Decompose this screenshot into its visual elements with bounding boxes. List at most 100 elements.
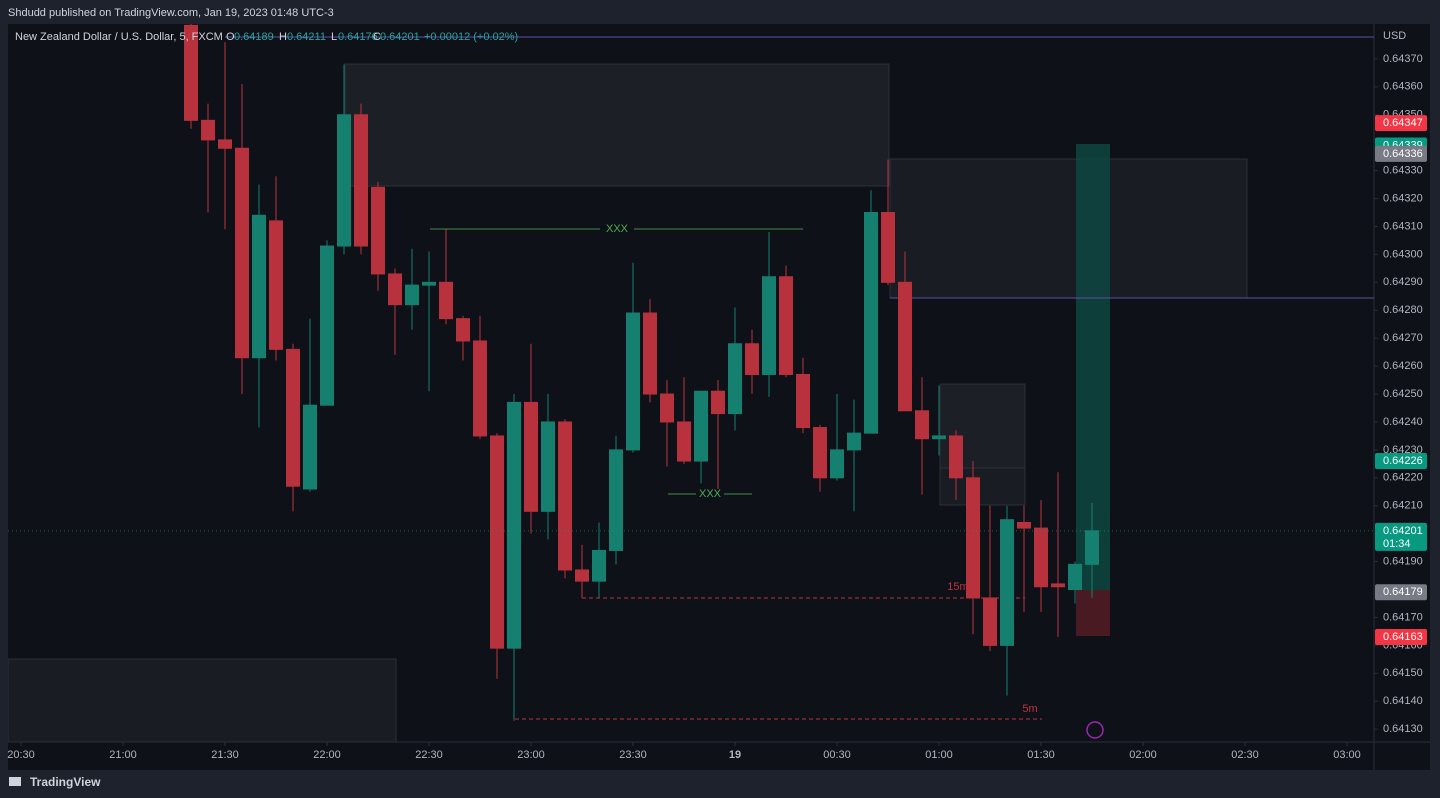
candle-body bbox=[779, 276, 793, 375]
candle-body bbox=[1085, 530, 1099, 565]
annotation: XXX bbox=[606, 223, 629, 235]
legend-value: 0.64211 bbox=[287, 31, 326, 43]
candle-body bbox=[881, 212, 895, 283]
x-tick-label: 19 bbox=[729, 749, 741, 761]
legend-value: 0.64176 bbox=[338, 31, 378, 43]
x-tick-label: 20:30 bbox=[7, 749, 35, 761]
price-tag bbox=[1375, 453, 1427, 470]
legend-label: L bbox=[331, 31, 337, 43]
candle-body bbox=[303, 404, 317, 490]
y-tick-label: 0.64300 bbox=[1383, 248, 1423, 260]
candle-body bbox=[847, 432, 861, 451]
y-tick-label: 0.64370 bbox=[1383, 53, 1423, 65]
y-tick-label: 0.64260 bbox=[1383, 360, 1423, 372]
y-tick-label: 0.64170 bbox=[1383, 611, 1423, 623]
x-tick-label: 01:00 bbox=[925, 749, 953, 761]
y-tick-label: 0.64140 bbox=[1383, 695, 1423, 707]
candle-body bbox=[235, 147, 249, 359]
legend-value: 0.64201 bbox=[380, 31, 420, 43]
candle-body bbox=[677, 421, 691, 462]
candle-body bbox=[1000, 519, 1014, 646]
price-tag-label: 0.64347 bbox=[1383, 117, 1423, 129]
candle-body bbox=[507, 401, 521, 649]
legend-label: C bbox=[373, 31, 381, 43]
y-tick-label: 0.64240 bbox=[1383, 416, 1423, 428]
price-tag bbox=[1375, 522, 1427, 551]
candle-body bbox=[762, 276, 776, 375]
candle-body bbox=[813, 427, 827, 479]
candle-body bbox=[660, 393, 674, 423]
countdown: 01:34 bbox=[1383, 538, 1411, 550]
y-tick-label: 0.64270 bbox=[1383, 332, 1423, 344]
candle-body bbox=[218, 139, 232, 149]
candle-body bbox=[932, 435, 946, 440]
candle-body bbox=[796, 373, 810, 429]
y-tick-label: 0.64210 bbox=[1383, 500, 1423, 512]
x-tick-label: 02:00 bbox=[1129, 749, 1157, 761]
candle-body bbox=[1017, 521, 1031, 529]
candle-body bbox=[1068, 563, 1082, 591]
candle-body bbox=[915, 410, 929, 440]
candle-body bbox=[864, 212, 878, 434]
x-axis: 20:30 21:00 21:30 22:00 22:30 23:00 23:30 19 00:… bbox=[7, 742, 1361, 761]
y-tick-label: 0.64310 bbox=[1383, 220, 1423, 232]
x-tick-label: 00:30 bbox=[823, 749, 851, 761]
candle-body bbox=[745, 343, 759, 375]
y-tick-label: 0.64320 bbox=[1383, 192, 1423, 204]
candle-body bbox=[456, 318, 470, 342]
price-tag-label: 0.64336 bbox=[1383, 148, 1423, 160]
candle-body bbox=[1034, 527, 1048, 588]
zone bbox=[8, 658, 397, 742]
candle-body bbox=[1051, 583, 1065, 588]
y-tick-label: 0.64230 bbox=[1383, 444, 1423, 456]
long-target bbox=[1076, 144, 1110, 590]
candle-body bbox=[966, 477, 980, 599]
candle-body bbox=[949, 435, 963, 479]
event-icon[interactable] bbox=[1086, 721, 1104, 739]
candle-body bbox=[371, 186, 385, 275]
candles bbox=[184, 24, 1099, 721]
price-tag-label: 0.64179 bbox=[1383, 586, 1423, 598]
candle-body bbox=[354, 114, 368, 247]
zone bbox=[889, 158, 1248, 299]
y-tick-label: 0.64130 bbox=[1383, 723, 1423, 735]
legend-label: H bbox=[279, 31, 287, 43]
y-tick-label: 0.64290 bbox=[1383, 276, 1423, 288]
candle-body bbox=[388, 273, 402, 306]
x-tick-label: 22:00 bbox=[313, 749, 341, 761]
x-tick-label: 21:30 bbox=[211, 749, 239, 761]
x-tick-label: 21:00 bbox=[109, 749, 137, 761]
candle-body bbox=[898, 281, 912, 412]
price-tag bbox=[1375, 115, 1427, 132]
long-stop bbox=[1076, 590, 1110, 636]
price-tags: 0.643470.643390.643360.642260.6420101:34… bbox=[8, 115, 1427, 645]
candle-body bbox=[575, 569, 589, 582]
candle-body bbox=[592, 549, 606, 582]
candle-body bbox=[201, 119, 215, 141]
candle-body bbox=[626, 312, 640, 451]
candle-body bbox=[405, 284, 419, 306]
legend-value: 0.64189 bbox=[234, 31, 274, 43]
price-tag-label: 0.64226 bbox=[1383, 455, 1423, 467]
drawings: XXX XXX 15m 5m bbox=[8, 36, 1374, 742]
x-tick-label: 01:30 bbox=[1027, 749, 1055, 761]
legend-change: +0.00012 (+0.02%) bbox=[424, 31, 518, 43]
x-tick-label: 03:00 bbox=[1333, 749, 1361, 761]
annotation: 15m bbox=[947, 581, 968, 593]
candle-body bbox=[609, 449, 623, 551]
candle-body bbox=[490, 435, 504, 649]
candle-body bbox=[524, 401, 538, 512]
price-tag bbox=[1375, 628, 1427, 645]
y-tick-label: 0.64190 bbox=[1383, 555, 1423, 567]
x-tick-label: 23:00 bbox=[517, 749, 545, 761]
x-tick-label: 23:30 bbox=[619, 749, 647, 761]
annotation: XXX bbox=[699, 488, 722, 500]
price-tag bbox=[1375, 145, 1427, 162]
candle-body bbox=[694, 390, 708, 462]
candle-body bbox=[711, 390, 725, 415]
candle-body bbox=[643, 312, 657, 395]
x-tick-label: 22:30 bbox=[415, 749, 443, 761]
candle-body bbox=[541, 421, 555, 512]
